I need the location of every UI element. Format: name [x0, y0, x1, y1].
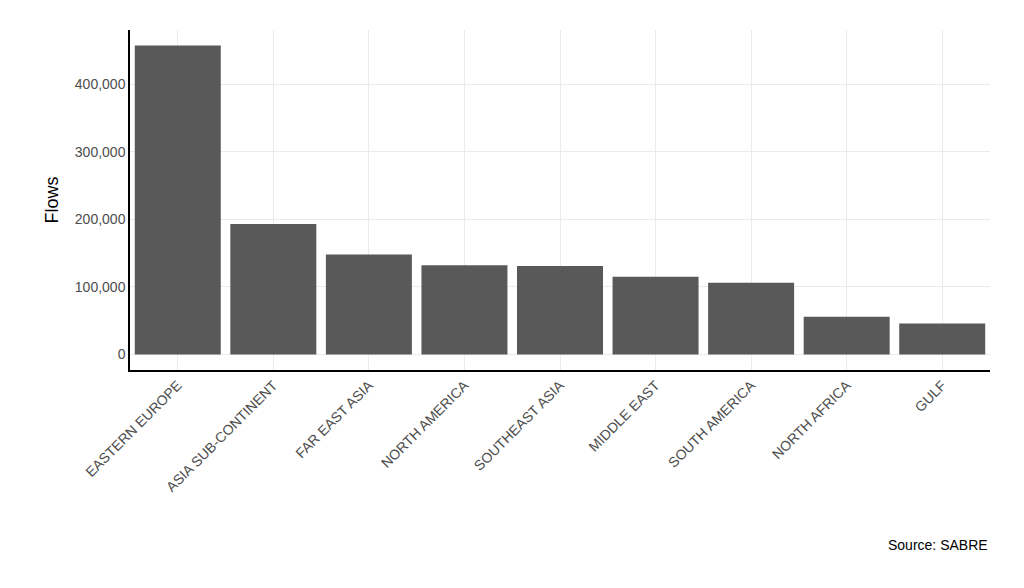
- svg-text:FAR EAST ASIA: FAR EAST ASIA: [292, 377, 376, 461]
- svg-text:400,000: 400,000: [75, 76, 126, 92]
- svg-text:Flows: Flows: [42, 176, 62, 223]
- svg-text:200,000: 200,000: [75, 211, 126, 227]
- svg-text:0: 0: [118, 346, 126, 362]
- svg-text:100,000: 100,000: [75, 279, 126, 295]
- svg-text:EASTERN EUROPE: EASTERN EUROPE: [82, 377, 185, 480]
- svg-text:NORTH AMERICA: NORTH AMERICA: [378, 377, 472, 471]
- svg-text:ASIA SUB-CONTINENT: ASIA SUB-CONTINENT: [163, 377, 281, 495]
- svg-text:Source: SABRE: Source: SABRE: [888, 537, 988, 553]
- svg-text:NORTH AFRICA: NORTH AFRICA: [769, 377, 854, 462]
- svg-text:GULF: GULF: [912, 377, 950, 415]
- svg-text:300,000: 300,000: [75, 144, 126, 160]
- svg-text:MIDDLE EAST: MIDDLE EAST: [585, 377, 663, 455]
- svg-text:SOUTHEAST ASIA: SOUTHEAST ASIA: [471, 377, 568, 474]
- svg-text:SOUTH AMERICA: SOUTH AMERICA: [665, 377, 759, 471]
